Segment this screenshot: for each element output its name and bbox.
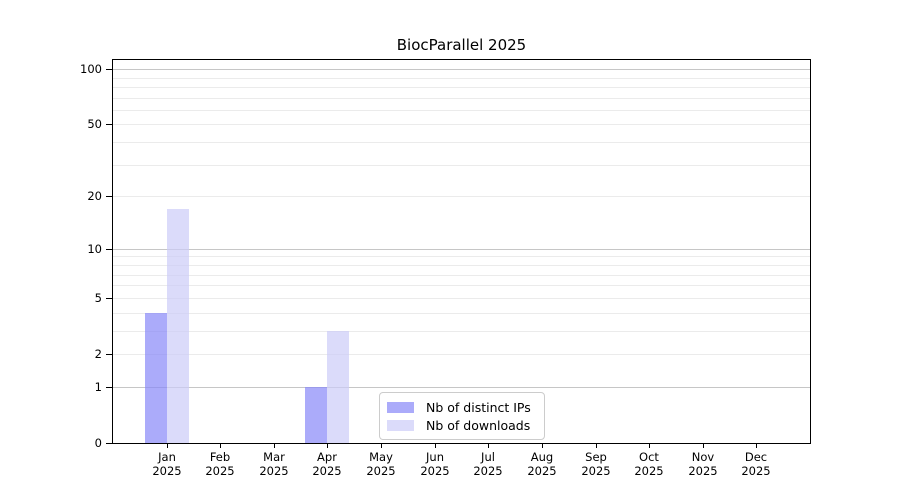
y-tick-label-20: 20 xyxy=(87,189,102,203)
bar-nb-of-downloads-jan xyxy=(167,208,189,443)
x-tick-month-dec: Dec xyxy=(744,450,768,464)
grid-line-minor-9 xyxy=(113,256,810,257)
x-tick-mark-may xyxy=(381,444,382,448)
grid-line-minor-6 xyxy=(113,285,810,286)
grid-line-major-10 xyxy=(113,249,810,250)
x-tick-mark-sep xyxy=(596,444,597,448)
x-tick-year-mar: 2025 xyxy=(259,463,289,478)
grid-line-minor-4 xyxy=(113,313,810,314)
y-tick-label-5: 5 xyxy=(94,291,102,305)
x-tick-mark-oct xyxy=(649,444,650,448)
x-tick-label-jun: Jun 2025 xyxy=(405,450,465,478)
y-tick-mark-5 xyxy=(106,298,112,299)
y-tick-mark-0 xyxy=(106,443,112,444)
x-tick-month-sep: Sep xyxy=(585,450,607,464)
grid-line-minor-5 xyxy=(113,298,810,299)
x-tick-mark-feb xyxy=(220,444,221,448)
legend-item-downloads: Nb of downloads xyxy=(387,417,538,433)
legend-swatch-distinct-ips xyxy=(387,401,414,413)
y-tick-label-2: 2 xyxy=(94,347,102,361)
x-tick-month-jan: Jan xyxy=(158,450,176,464)
grid-line-minor-30 xyxy=(113,165,810,166)
x-tick-month-nov: Nov xyxy=(691,450,715,464)
x-tick-year-sep: 2025 xyxy=(581,463,611,478)
x-tick-month-feb: Feb xyxy=(209,450,231,464)
bar-nb-of-downloads-apr xyxy=(327,330,349,443)
grid-line-minor-40 xyxy=(113,142,810,143)
x-tick-mark-jun xyxy=(435,444,436,448)
x-tick-label-jan: Jan 2025 xyxy=(137,450,197,478)
legend-label-distinct-ips: Nb of distinct IPs xyxy=(426,399,531,415)
y-tick-mark-100 xyxy=(106,69,112,70)
y-tick-mark-20 xyxy=(106,196,112,197)
grid-line-minor-60 xyxy=(113,110,810,111)
grid-line-major-1 xyxy=(113,387,810,388)
x-tick-month-jun: Jun xyxy=(426,450,444,464)
legend: Nb of distinct IPs Nb of downloads xyxy=(379,392,545,440)
y-tick-mark-1 xyxy=(106,387,112,388)
x-tick-year-nov: 2025 xyxy=(688,463,718,478)
chart-title: BiocParallel 2025 xyxy=(396,36,527,54)
x-tick-label-aug: Aug 2025 xyxy=(512,450,572,478)
x-tick-year-jan: 2025 xyxy=(152,463,182,478)
x-tick-label-sep: Sep 2025 xyxy=(566,450,626,478)
y-tick-label-0: 0 xyxy=(94,436,102,450)
x-tick-label-may: May 2025 xyxy=(351,450,411,478)
legend-label-downloads: Nb of downloads xyxy=(426,417,531,433)
x-tick-label-oct: Oct 2025 xyxy=(619,450,679,478)
bar-nb-of-distinct-ips-jan xyxy=(145,312,167,443)
legend-item-distinct-ips: Nb of distinct IPs xyxy=(387,399,538,415)
plot-area: Nb of distinct IPs Nb of downloads xyxy=(112,59,811,444)
grid-line-minor-20 xyxy=(113,196,810,197)
y-tick-label-50: 50 xyxy=(87,117,102,131)
grid-line-minor-3 xyxy=(113,331,810,332)
x-tick-label-dec: Dec 2025 xyxy=(726,450,786,478)
x-tick-month-oct: Oct xyxy=(639,450,659,464)
grid-line-minor-80 xyxy=(113,87,810,88)
y-tick-label-1: 1 xyxy=(94,380,102,394)
y-tick-mark-50 xyxy=(106,124,112,125)
x-tick-label-feb: Feb 2025 xyxy=(190,450,250,478)
x-tick-year-jun: 2025 xyxy=(420,463,450,478)
x-tick-mark-nov xyxy=(703,444,704,448)
x-tick-month-mar: Mar xyxy=(263,450,285,464)
x-tick-year-jul: 2025 xyxy=(473,463,503,478)
grid-line-minor-2 xyxy=(113,354,810,355)
grid-line-minor-7 xyxy=(113,275,810,276)
x-tick-label-jul: Jul 2025 xyxy=(458,450,518,478)
grid-line-minor-8 xyxy=(113,265,810,266)
x-tick-year-apr: 2025 xyxy=(312,463,342,478)
grid-line-major-100 xyxy=(113,69,810,70)
x-tick-mark-apr xyxy=(327,444,328,448)
bar-nb-of-distinct-ips-apr xyxy=(305,386,327,443)
x-tick-month-may: May xyxy=(369,450,393,464)
y-tick-mark-10 xyxy=(106,249,112,250)
x-tick-month-aug: Aug xyxy=(530,450,554,464)
x-tick-label-mar: Mar 2025 xyxy=(244,450,304,478)
x-tick-year-may: 2025 xyxy=(366,463,396,478)
x-tick-mark-dec xyxy=(756,444,757,448)
x-tick-year-oct: 2025 xyxy=(634,463,664,478)
grid-line-minor-70 xyxy=(113,98,810,99)
y-tick-mark-2 xyxy=(106,354,112,355)
x-tick-year-feb: 2025 xyxy=(205,463,235,478)
x-tick-mark-jan xyxy=(167,444,168,448)
y-tick-label-100: 100 xyxy=(80,62,102,76)
legend-swatch-downloads xyxy=(387,419,414,431)
x-tick-mark-jul xyxy=(488,444,489,448)
x-tick-label-nov: Nov 2025 xyxy=(673,450,733,478)
x-tick-month-jul: Jul xyxy=(481,450,495,464)
x-tick-year-aug: 2025 xyxy=(527,463,557,478)
grid-line-minor-90 xyxy=(113,78,810,79)
x-tick-label-apr: Apr 2025 xyxy=(297,450,357,478)
grid-line-minor-50 xyxy=(113,124,810,125)
x-tick-mark-aug xyxy=(542,444,543,448)
x-tick-year-dec: 2025 xyxy=(741,463,771,478)
y-tick-label-10: 10 xyxy=(87,242,102,256)
x-tick-mark-mar xyxy=(274,444,275,448)
x-tick-month-apr: Apr xyxy=(317,450,337,464)
